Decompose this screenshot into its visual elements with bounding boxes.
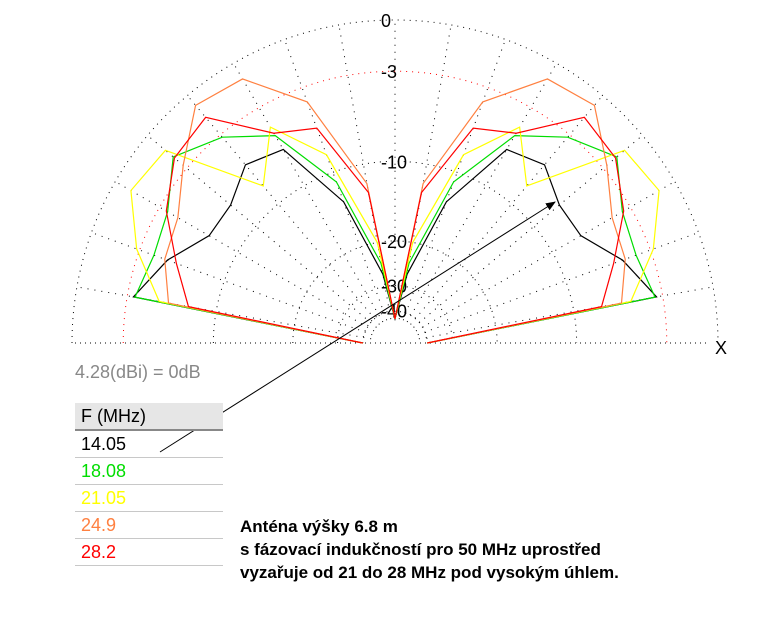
r-tick-label: -10 — [381, 152, 407, 172]
radial-grid — [147, 134, 377, 328]
radial-grid — [413, 134, 643, 328]
radial-grid — [284, 39, 388, 321]
legend-entry: 28.2 — [75, 539, 223, 566]
legend-entry: 14.05 — [75, 431, 223, 458]
r-tick-label: -3 — [381, 62, 397, 82]
radial-grid — [415, 181, 675, 332]
radial-grid — [76, 286, 372, 340]
annotation-line: s fázovací indukčností pro 50 MHz uprost… — [240, 540, 601, 559]
radial-grid — [91, 232, 373, 336]
radial-grid — [417, 232, 699, 336]
grid-ring — [122, 70, 668, 344]
legend-entry: 24.9 — [75, 512, 223, 539]
radial-grid — [402, 39, 506, 321]
legend-entry: 21.05 — [75, 485, 223, 512]
legend-table: F (MHz) 14.05 18.08 21.05 24.9 28.2 — [75, 403, 223, 566]
radial-grid — [115, 181, 375, 332]
reference-label: 4.28(dBi) = 0dB — [75, 362, 201, 382]
annotation: Anténa výšky 6.8 m s fázovací indukčností… — [240, 515, 619, 584]
annotation-line: vyzařuje od 21 do 28 MHz pod vysokým úhl… — [240, 563, 619, 582]
grid-ring — [337, 285, 453, 344]
r-tick-label: -20 — [381, 232, 407, 252]
r-tick-label: 0 — [381, 11, 391, 31]
radial-grid — [418, 286, 714, 340]
arrow — [159, 201, 556, 453]
radial-grid — [406, 63, 557, 323]
radial-grid — [410, 95, 604, 325]
legend-entry: 18.08 — [75, 458, 223, 485]
annotation-line: Anténa výšky 6.8 m — [240, 517, 398, 536]
radial-grid — [233, 63, 384, 323]
legend-title: F (MHz) — [75, 403, 223, 431]
axis-label: X — [715, 338, 727, 358]
radial-grid — [186, 95, 380, 325]
pattern-line — [165, 116, 625, 344]
